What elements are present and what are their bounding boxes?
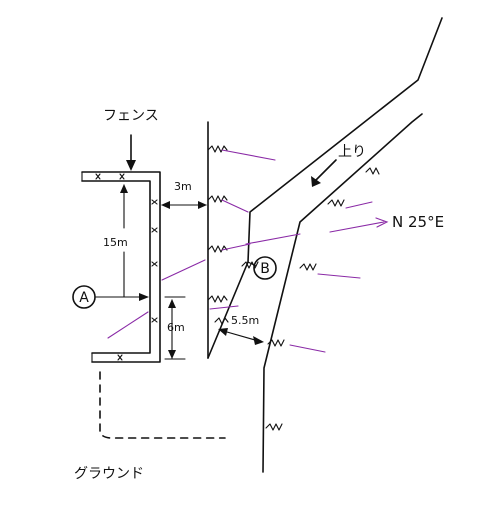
dimension-5-5m [218, 328, 264, 345]
annotation-line-5 [161, 259, 206, 281]
point-a-circle [72, 285, 96, 309]
fence-label: フェンス [103, 108, 159, 124]
slope-left-ridge [207, 17, 443, 359]
annotation-line-10 [345, 201, 373, 209]
fence-end-caps [81, 171, 93, 363]
dimension-6m [164, 296, 186, 360]
annotation-line-1 [221, 149, 276, 161]
annotation-line-2 [221, 199, 249, 213]
point-b-circle [253, 256, 277, 280]
annotation-line-8 [317, 273, 361, 279]
dimension-15m [120, 184, 128, 298]
up-slope-arrow [311, 159, 337, 187]
fence-inner-line [81, 180, 151, 354]
bearing-label: N 25°E [392, 213, 444, 231]
annotation-line-3 [221, 243, 251, 251]
fence-hatch-marks [95, 173, 158, 361]
bearing-arrowhead [375, 217, 389, 228]
point-b-marker [247, 256, 277, 280]
fence-arrowhead [126, 160, 136, 171]
fence-outer-line [81, 171, 161, 363]
point-a-arrowhead [139, 293, 149, 301]
dim-15m-label: 15m [103, 236, 128, 249]
ground-dashed-outline [99, 371, 226, 439]
annotation-line-6 [107, 311, 149, 339]
dim-6m-label: 6m [167, 321, 185, 334]
dimension-3m [161, 201, 207, 209]
ground-label: グラウンド [74, 466, 144, 482]
annotation-line-4 [245, 233, 301, 245]
dim-3m-label: 3m [174, 180, 192, 193]
up-slope-label: 上り [338, 144, 366, 160]
slope-lines [207, 17, 443, 473]
bearing-leader-line [329, 221, 385, 233]
dim-5-5m-label: 5.5m [231, 314, 259, 327]
fence-structure [81, 134, 161, 363]
annotation-line-7 [209, 305, 239, 310]
point-b-label: B [260, 261, 270, 277]
annotation-lines [107, 149, 389, 353]
annotation-line-9 [289, 344, 326, 353]
strata-ticks [207, 145, 380, 431]
point-a-marker [72, 285, 149, 309]
slope-right-ridge [262, 113, 423, 473]
point-b-link [247, 261, 257, 267]
point-a-label: A [79, 290, 89, 306]
